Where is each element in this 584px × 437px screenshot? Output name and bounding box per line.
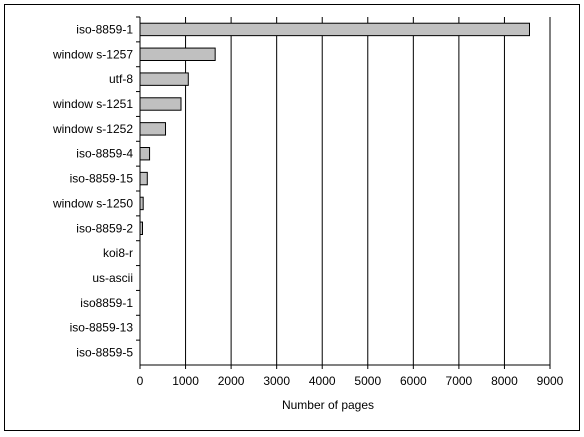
x-tick-label: 7000 <box>446 374 473 388</box>
category-label: iso8859-1 <box>80 296 133 310</box>
x-tick-label: 6000 <box>400 374 427 388</box>
x-tick-label: 1000 <box>172 374 199 388</box>
category-label: iso-8859-15 <box>70 172 134 186</box>
category-label: iso-8859-2 <box>76 221 133 235</box>
bar <box>139 171 148 186</box>
axes <box>139 17 550 366</box>
category-label: window s-1257 <box>52 47 133 61</box>
x-tick-label: 4000 <box>309 374 336 388</box>
x-axis-ticks: 0 1000 2000 3000 4000 5000 6000 7000 8000 9000 <box>137 365 564 388</box>
x-tick-label: 8000 <box>491 374 518 388</box>
bar <box>139 147 151 161</box>
category-label: us-ascii <box>92 271 133 285</box>
bar <box>139 122 167 136</box>
category-label: window s-1250 <box>52 196 133 210</box>
x-tick-label: 9000 <box>537 374 564 388</box>
gridlines <box>185 17 551 365</box>
category-label: iso-8859-4 <box>76 147 133 161</box>
bars <box>139 22 530 235</box>
category-label: koi8-r <box>103 246 133 260</box>
bar <box>139 47 216 62</box>
bar <box>139 22 530 37</box>
x-tick-label: 0 <box>137 374 144 388</box>
category-label: iso-8859-5 <box>76 346 133 360</box>
category-label: utf-8 <box>109 72 133 86</box>
x-tick-label: 5000 <box>354 374 381 388</box>
bar <box>139 97 182 111</box>
category-label: window s-1251 <box>52 97 133 111</box>
x-axis-title: Number of pages <box>282 398 374 412</box>
bar <box>139 72 189 86</box>
chart-frame <box>4 4 580 431</box>
y-axis-category-labels: iso-8859-1 window s-1257 utf-8 window s-125… <box>52 16 140 360</box>
x-tick-label: 2000 <box>218 374 245 388</box>
category-label: iso-8859-1 <box>76 22 133 36</box>
x-tick-label: 3000 <box>263 374 290 388</box>
category-label: window s-1252 <box>52 122 133 136</box>
category-label: iso-8859-13 <box>70 321 134 335</box>
